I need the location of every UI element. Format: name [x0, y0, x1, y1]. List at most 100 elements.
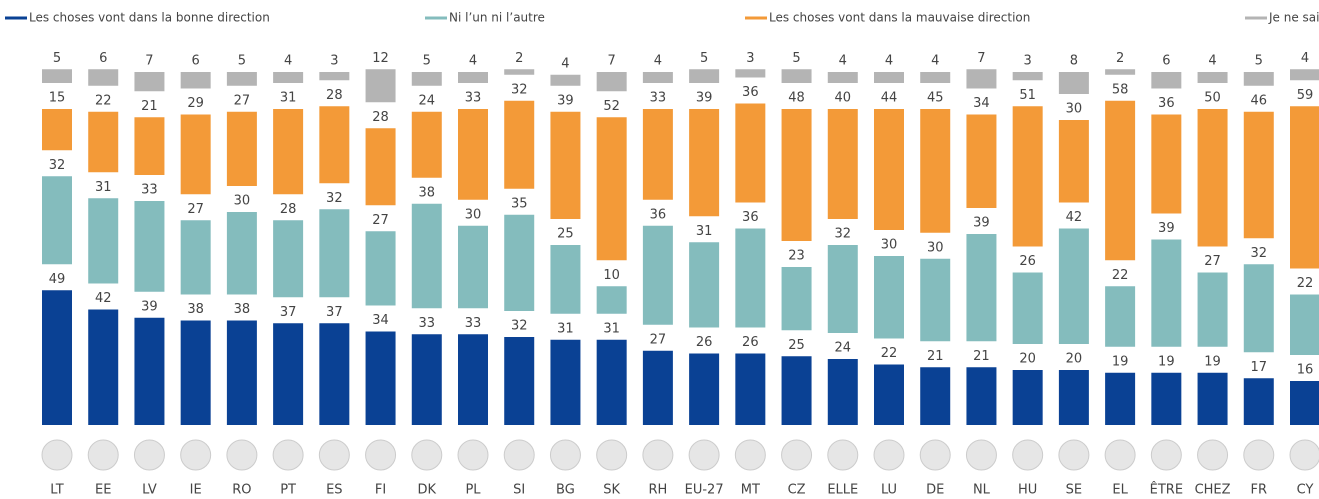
- bar-segment: [1197, 109, 1228, 247]
- value-label: 15: [49, 91, 66, 106]
- flag-icon: [1058, 439, 1090, 471]
- value-label: 32: [326, 191, 343, 206]
- value-label: 39: [141, 299, 158, 314]
- bar-segment: [319, 209, 350, 298]
- value-label: 27: [650, 332, 667, 347]
- bar-segment: [966, 367, 997, 425]
- flag-icon: [688, 439, 720, 471]
- value-label: 4: [885, 54, 893, 69]
- value-label: 33: [419, 316, 436, 331]
- bar-segment: [1197, 72, 1228, 83]
- bar-segment: [1058, 72, 1089, 94]
- bar-segment: [642, 225, 673, 325]
- value-label: 4: [931, 54, 939, 69]
- flag-icon: [457, 439, 489, 471]
- value-label: 6: [192, 54, 200, 69]
- value-label: 20: [1019, 352, 1036, 367]
- value-label: 49: [49, 272, 66, 287]
- x-tick-label: LU: [881, 483, 897, 498]
- value-label: 12: [372, 51, 389, 66]
- x-tick-label: EU-27: [685, 483, 724, 498]
- value-label: 20: [1066, 352, 1083, 367]
- value-label: 33: [650, 91, 667, 106]
- bar-segment: [781, 69, 812, 83]
- bar-segment: [874, 364, 904, 425]
- bar-segment: [596, 72, 627, 92]
- value-label: 25: [557, 227, 574, 242]
- value-label: 22: [1297, 276, 1314, 291]
- bar-segment: [642, 109, 673, 200]
- flag-icon: [87, 439, 119, 471]
- bar-segment: [134, 317, 165, 425]
- bar-segment: [180, 220, 211, 295]
- x-tick-label: LV: [142, 483, 157, 498]
- bar-segment: [920, 258, 951, 342]
- bar-segment: [42, 176, 72, 265]
- x-tick-label: CZ: [788, 483, 806, 498]
- bar-segment: [365, 128, 396, 206]
- bar-segment: [365, 231, 396, 306]
- value-label: 37: [326, 305, 343, 320]
- value-label: 19: [1112, 354, 1129, 369]
- value-label: 5: [238, 54, 246, 69]
- value-label: 24: [419, 93, 436, 108]
- bar-segment: [1012, 106, 1043, 247]
- value-label: 16: [1297, 363, 1314, 378]
- value-label: 39: [1158, 221, 1175, 236]
- value-label: 28: [326, 88, 343, 103]
- bar-segment: [642, 72, 673, 83]
- bar-segment: [1105, 69, 1136, 75]
- bar-segment: [88, 111, 119, 173]
- bar-segment: [874, 109, 904, 230]
- flag-icon: [549, 439, 581, 471]
- bar-segment: [458, 334, 488, 425]
- bar-segment: [827, 359, 858, 425]
- bar-segment: [689, 242, 720, 328]
- value-label: 27: [372, 213, 389, 228]
- bar-segment: [411, 334, 442, 425]
- bar-segment: [735, 103, 766, 203]
- bar-segment: [1105, 286, 1136, 347]
- bar-segment: [781, 267, 812, 331]
- value-label: 5: [792, 51, 800, 66]
- bar-segment: [1151, 239, 1182, 347]
- x-tick-label: DE: [926, 483, 944, 498]
- value-label: 7: [145, 54, 153, 69]
- value-label: 30: [881, 238, 898, 253]
- bar-segment: [273, 72, 304, 83]
- bar-segment: [689, 69, 720, 83]
- value-label: 3: [1024, 54, 1032, 69]
- bar-segment: [550, 74, 581, 86]
- value-label: 7: [977, 51, 985, 66]
- value-label: 24: [835, 341, 852, 356]
- value-label: 22: [95, 93, 112, 108]
- value-label: 21: [927, 349, 944, 364]
- value-label: 21: [973, 349, 990, 364]
- x-tick-label: PT: [280, 483, 296, 498]
- value-label: 32: [49, 158, 66, 173]
- bar-segment: [827, 109, 858, 219]
- value-label: 51: [1019, 88, 1036, 103]
- bar-segment: [1290, 294, 1319, 355]
- bar-segment: [319, 323, 350, 425]
- value-label: 2: [515, 51, 523, 66]
- value-label: 26: [1019, 254, 1036, 269]
- bar-segment: [920, 109, 951, 233]
- bar-segment: [735, 353, 766, 425]
- bar-segment: [365, 69, 396, 103]
- value-label: 4: [839, 54, 847, 69]
- value-label: 58: [1112, 82, 1129, 97]
- value-label: 52: [603, 99, 620, 114]
- bar-segment: [1290, 106, 1319, 269]
- value-label: 10: [603, 268, 620, 283]
- bar-segment: [504, 100, 535, 189]
- bar-segment: [1243, 111, 1274, 239]
- bar-segment: [42, 69, 72, 83]
- bar-segment: [180, 320, 211, 425]
- bar-segment: [458, 72, 488, 83]
- value-label: 30: [927, 240, 944, 255]
- value-label: 27: [187, 202, 204, 217]
- bar-segment: [273, 220, 304, 298]
- value-label: 28: [372, 110, 389, 125]
- bar-segment: [134, 201, 165, 292]
